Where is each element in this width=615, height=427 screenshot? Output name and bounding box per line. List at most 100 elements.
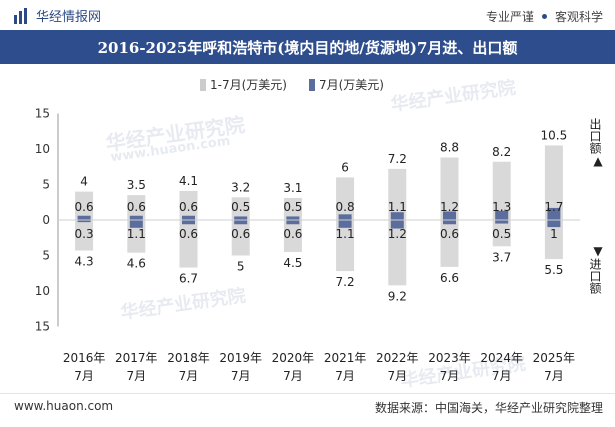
x-tick-label: 2020年 [272, 351, 315, 365]
chart-legend: 1-7月(万美元) 7月(万美元) [200, 76, 384, 93]
monthly-bar [547, 207, 561, 228]
footer-divider [0, 393, 615, 394]
monthly-bar [129, 215, 143, 228]
x-tick-label: 2016年 [63, 351, 106, 365]
x-tick-label: 7月 [179, 369, 199, 383]
export-cumulative-label: 3.2 [231, 180, 250, 194]
import-side-label: ▼ 进口额 [588, 244, 608, 294]
dot-icon [541, 14, 547, 19]
cumulative-bar [179, 190, 198, 268]
export-cumulative-label: 8.2 [492, 145, 511, 159]
cumulative-bar [492, 161, 511, 247]
header-badges: 专业严谨 客观科学 [486, 8, 603, 25]
x-tick-label: 7月 [387, 369, 407, 383]
import-monthly-label: 1.1 [336, 227, 355, 241]
export-monthly-label: 1.1 [388, 200, 407, 214]
bars-layer [75, 145, 563, 286]
monthly-bar [338, 214, 352, 228]
import-monthly-label: 1 [550, 227, 558, 241]
chart-title: 2016-2025年呼和浩特市(境内目的地/货源地)7月进、出口额 [97, 39, 518, 57]
cumulative-bar [544, 145, 563, 260]
import-monthly-label: 0.6 [231, 227, 250, 241]
y-tick-label: 5 [42, 178, 50, 192]
x-tick-label: 7月 [231, 369, 251, 383]
monthly-bar [77, 215, 91, 223]
export-cumulative-label: 7.2 [388, 152, 407, 166]
export-label-text: 出口额 [588, 118, 602, 154]
import-cumulative-label: 3.7 [492, 250, 511, 264]
import-monthly-label: 0.3 [75, 227, 94, 241]
export-monthly-label: 0.6 [127, 200, 146, 214]
y-tick-label: 5 [42, 249, 50, 263]
x-tick-label: 2023年 [428, 351, 471, 365]
import-cumulative-label: 7.2 [336, 275, 355, 289]
export-cumulative-label: 8.8 [440, 141, 459, 155]
footer-url[interactable]: www.huaon.com [14, 399, 114, 413]
logo-text: 华经情报网 [36, 10, 102, 25]
export-cumulative-label: 4 [80, 175, 88, 189]
legend-label-cumulative: 1-7月(万美元) [210, 78, 287, 92]
y-tick-label: 15 [35, 107, 50, 121]
export-cumulative-label: 4.1 [179, 174, 198, 188]
import-monthly-label: 1.1 [127, 227, 146, 241]
import-cumulative-label: 5.5 [544, 263, 563, 277]
export-monthly-label: 0.8 [336, 200, 355, 214]
x-tick-label: 7月 [126, 369, 146, 383]
import-cumulative-label: 6.7 [179, 272, 198, 286]
top-bar: 华经情报网 专业严谨 客观科学 [0, 0, 615, 30]
export-monthly-label: 0.5 [231, 200, 250, 214]
x-tick-label: 2021年 [324, 351, 367, 365]
x-tick-label: 7月 [335, 369, 355, 383]
y-tick-label: 15 [35, 320, 50, 334]
import-monthly-label: 1.2 [388, 227, 407, 241]
export-monthly-label: 0.5 [283, 200, 302, 214]
x-tick-label: 7月 [440, 369, 460, 383]
export-cumulative-label: 6 [341, 160, 349, 174]
x-tick-label: 2019年 [219, 351, 262, 365]
x-tick-label: 7月 [74, 369, 94, 383]
legend-item-cumulative[interactable]: 1-7月(万美元) [200, 76, 287, 93]
brand-logo[interactable]: 华经情报网 [14, 6, 101, 25]
import-monthly-label: 0.6 [179, 227, 198, 241]
import-cumulative-label: 4.3 [75, 255, 94, 269]
import-label-text: 进口额 [588, 258, 602, 294]
monthly-bar [443, 211, 456, 225]
import-monthly-label: 0.6 [283, 227, 302, 241]
logo-bars-icon [14, 7, 30, 24]
legend-swatch-cumulative [200, 78, 206, 91]
badge-professional: 专业严谨 [485, 10, 534, 24]
x-tick-label: 2024年 [480, 351, 523, 365]
import-cumulative-label: 4.5 [283, 256, 302, 270]
export-cumulative-label: 3.5 [127, 178, 146, 192]
import-monthly-label: 0.6 [440, 227, 459, 241]
x-tick-label: 7月 [492, 369, 512, 383]
import-cumulative-label: 4.6 [127, 257, 146, 271]
export-monthly-label: 0.6 [179, 200, 198, 214]
x-tick-label: 7月 [283, 369, 303, 383]
legend-item-monthly[interactable]: 7月(万美元) [308, 76, 384, 93]
export-monthly-label: 0.6 [75, 200, 94, 214]
title-bar: 2016-2025年呼和浩特市(境内目的地/货源地)7月进、出口额 [0, 30, 615, 64]
labels-layer: 4 4.3 0.6 0.3 2016年 7月 3.5 4.6 0.6 1.1 2017年 7月 4.1 6… [63, 128, 575, 383]
import-monthly-label: 0.5 [492, 227, 511, 241]
legend-swatch-monthly [308, 78, 315, 91]
legend-label-monthly: 7月(万美元) [318, 78, 384, 92]
y-tick-label: 0 [42, 213, 50, 227]
export-cumulative-label: 10.5 [541, 128, 568, 142]
down-arrow-icon: ▼ [593, 244, 603, 258]
footer-source: 数据来源：中国海关，华经产业研究院整理 [374, 401, 603, 415]
cumulative-bar [231, 197, 250, 256]
export-monthly-label: 1.7 [544, 200, 563, 214]
x-tick-label: 7月 [544, 369, 564, 383]
x-tick-label: 2018年 [167, 351, 210, 365]
export-monthly-label: 1.3 [492, 200, 511, 214]
export-cumulative-label: 3.1 [283, 181, 302, 195]
import-cumulative-label: 9.2 [388, 289, 407, 303]
x-tick-label: 2017年 [115, 351, 158, 365]
import-cumulative-label: 5 [237, 260, 245, 274]
export-monthly-label: 1.2 [440, 200, 459, 214]
badge-objective: 客观科学 [554, 10, 603, 24]
cumulative-bar [283, 197, 302, 252]
